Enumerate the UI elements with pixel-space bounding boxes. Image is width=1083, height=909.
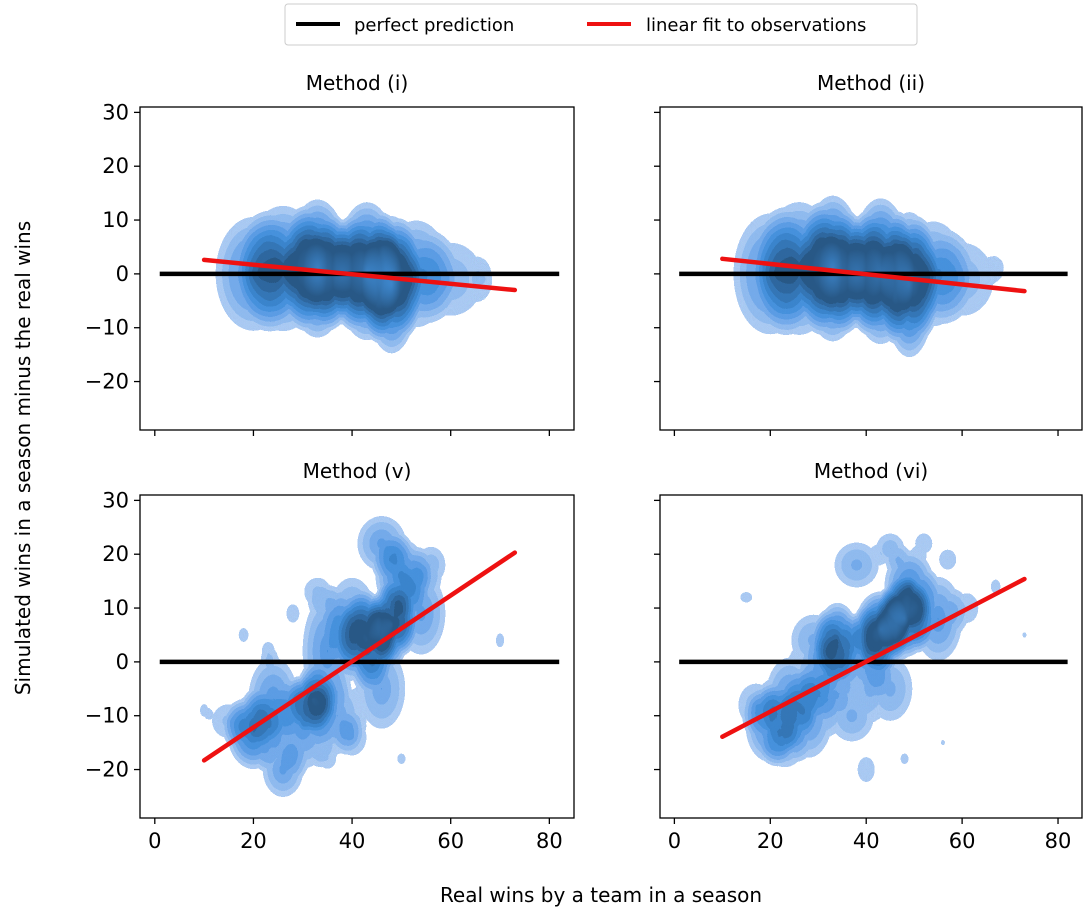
linear-fit-line-method-ii [720, 256, 1027, 294]
panel-method-v: Method (v) −20 −10 0 10 20 30 0 20 40 60 80 [85, 459, 575, 853]
panel-method-vi: Method (vi) 0 20 40 60 80 [654, 459, 1083, 853]
panel-method-ii: Method (ii) [654, 71, 1083, 436]
panel-method-i: Method (i) −20 −10 0 10 20 30 [85, 71, 575, 436]
y-tick-label-method-i: 20 [102, 154, 129, 178]
y-tick-label-method-i: −20 [85, 370, 129, 394]
y-tick-label-method-i: −10 [85, 316, 129, 340]
x-tick-label-method-v: 20 [240, 829, 267, 853]
y-tick-label-method-i: 10 [102, 208, 129, 232]
panel-title-method-ii: Method (ii) [817, 71, 925, 95]
density-contours-method-vi [731, 526, 1035, 791]
y-tick-label-method-i: 30 [102, 100, 129, 124]
linear-fit-line-method-v [201, 550, 518, 763]
x-tick-label-method-vi: 80 [1045, 829, 1072, 853]
x-tick-label-method-vi: 40 [853, 829, 880, 853]
density-level-9-method-ii [727, 189, 1015, 364]
panel-title-method-v: Method (v) [303, 459, 412, 483]
y-tick-label-method-v: −20 [85, 758, 129, 782]
axes-frame-method-vi [659, 494, 1083, 819]
legend-label-perfect-prediction: perfect prediction [354, 15, 514, 36]
x-tick-label-method-v: 40 [339, 829, 366, 853]
x-tick-label-method-vi: 20 [757, 829, 784, 853]
linear-fit-line-method-vi [720, 576, 1027, 739]
axes-frame-method-v [139, 494, 575, 819]
y-axis-label: Simulated wins in a season minus the rea… [11, 221, 35, 695]
x-tick-label-method-vi: 0 [668, 829, 681, 853]
y-tick-label-method-v: 10 [102, 596, 129, 620]
x-tick-label-method-vi: 60 [949, 829, 976, 853]
panel-title-method-i: Method (i) [306, 71, 409, 95]
density-contours-method-i [209, 193, 501, 360]
axes-frame-method-ii [659, 106, 1083, 431]
density-level-9-method-vi [731, 526, 1035, 791]
axes-frame-method-i [139, 106, 575, 431]
density-contours-method-v [194, 510, 510, 803]
density-level-9-method-v [194, 510, 510, 803]
y-tick-label-method-v: 30 [102, 488, 129, 512]
x-tick-label-method-v: 80 [536, 829, 563, 853]
y-tick-label-method-v: −10 [85, 704, 129, 728]
y-tick-label-method-v: 0 [116, 650, 129, 674]
x-axis-label: Real wins by a team in a season [440, 883, 762, 907]
y-tick-label-method-v: 20 [102, 542, 129, 566]
legend: perfect prediction linear fit to observa… [284, 3, 918, 46]
x-tick-label-method-v: 60 [437, 829, 464, 853]
x-tick-label-method-v: 0 [148, 829, 161, 853]
panel-title-method-vi: Method (vi) [814, 459, 928, 483]
panels: Method (i) −20 −10 0 10 20 30 Method (ii) Method… [85, 71, 1083, 853]
legend-label-linear-fit: linear fit to observations [646, 15, 866, 36]
y-tick-label-method-i: 0 [116, 262, 129, 286]
linear-fit-line-method-i [201, 257, 518, 293]
